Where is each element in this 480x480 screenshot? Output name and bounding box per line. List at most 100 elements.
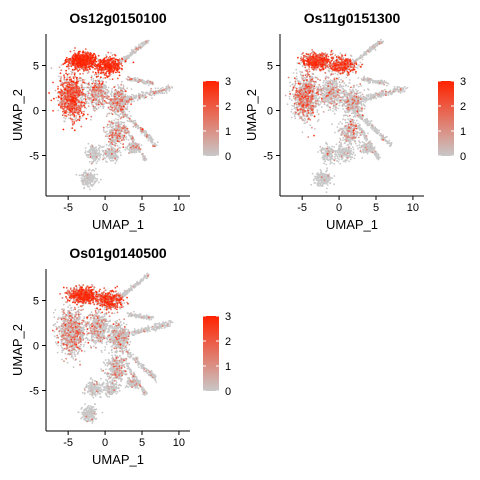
cell-point	[95, 98, 98, 101]
cell-point	[127, 144, 130, 147]
cell-point	[114, 107, 117, 109]
cell-point	[75, 60, 78, 63]
cell-point	[120, 89, 122, 92]
cell-point	[75, 85, 78, 88]
cell-point	[105, 54, 107, 56]
cell-point	[300, 61, 303, 64]
y-tick-label: 0	[33, 106, 39, 118]
cell-point	[107, 151, 109, 153]
cell-point	[61, 114, 64, 117]
cell-point	[133, 151, 136, 153]
cell-point	[153, 92, 156, 94]
cell-point	[77, 70, 80, 72]
cell-point	[109, 105, 112, 108]
cell-point	[111, 61, 114, 64]
cell-point	[110, 148, 113, 151]
cell-point	[95, 162, 98, 165]
cell-point	[114, 152, 117, 155]
cell-point	[60, 102, 63, 104]
cell-point	[106, 62, 109, 65]
cell-point	[131, 136, 134, 139]
cell-point	[65, 69, 67, 72]
cell-point	[78, 100, 80, 103]
cell-point	[78, 113, 80, 116]
cell-point	[84, 106, 86, 109]
cell-point	[74, 94, 77, 97]
cell-point	[115, 132, 117, 135]
cell-point	[100, 89, 103, 92]
cell-point	[105, 101, 107, 103]
cell-point	[105, 56, 108, 59]
cell-point	[133, 122, 136, 125]
cell-point	[101, 68, 103, 71]
cell-point	[147, 136, 150, 139]
cell-point	[122, 146, 125, 149]
cell-point	[118, 102, 121, 104]
cell-point	[108, 135, 111, 137]
cell-point	[133, 51, 136, 53]
cell-point	[59, 72, 62, 75]
cell-point	[119, 151, 122, 154]
cell-point	[105, 93, 108, 96]
cell-point	[67, 102, 70, 105]
cell-point	[106, 123, 109, 126]
cell-point	[135, 95, 138, 98]
cell-point	[79, 77, 81, 79]
cell-point	[105, 86, 107, 89]
cell-point	[104, 84, 107, 87]
cell-point	[66, 78, 68, 81]
cell-point	[128, 95, 131, 98]
cell-point	[131, 93, 134, 96]
cell-point	[93, 175, 95, 178]
cell-point	[78, 105, 80, 108]
cell-point	[99, 91, 102, 93]
cell-point	[94, 68, 96, 70]
cell-point	[74, 91, 76, 94]
cell-point	[114, 113, 117, 115]
cell-point	[123, 134, 126, 137]
cell-point	[120, 154, 122, 157]
cell-point	[138, 78, 141, 81]
cell-point	[83, 176, 86, 179]
cell-point	[288, 95, 291, 98]
cell-point	[87, 71, 90, 73]
cell-point	[145, 158, 148, 161]
cell-point	[114, 54, 117, 57]
cell-point	[151, 97, 153, 100]
cell-point	[71, 71, 74, 74]
cell-point	[53, 97, 55, 100]
cell-point	[291, 104, 293, 107]
cell-point	[83, 180, 86, 182]
cell-point	[89, 62, 91, 65]
cell-point	[91, 101, 94, 104]
cell-point	[146, 42, 149, 44]
cell-point	[76, 87, 78, 90]
cell-point	[80, 96, 82, 99]
cell-point	[89, 156, 92, 158]
cell-point	[97, 63, 100, 66]
cell-point	[114, 96, 116, 98]
cell-point	[111, 153, 113, 155]
cell-point	[309, 124, 312, 127]
cell-point	[88, 168, 91, 171]
cell-point	[122, 124, 125, 127]
cell-point	[64, 95, 67, 98]
cell-point	[166, 87, 169, 90]
cell-point	[75, 107, 78, 110]
cell-point	[86, 113, 89, 116]
cell-point	[120, 67, 123, 70]
cell-point	[121, 80, 123, 83]
cell-point	[116, 65, 119, 68]
cell-point	[112, 70, 115, 73]
cell-point	[86, 90, 89, 93]
cell-point	[106, 133, 108, 136]
cell-point	[293, 104, 296, 107]
cell-point	[75, 173, 78, 176]
cell-point	[93, 174, 96, 176]
cell-point	[112, 110, 114, 112]
cell-point	[130, 120, 133, 123]
cell-point	[50, 99, 53, 102]
cell-point	[97, 103, 100, 106]
cell-point	[84, 151, 87, 154]
